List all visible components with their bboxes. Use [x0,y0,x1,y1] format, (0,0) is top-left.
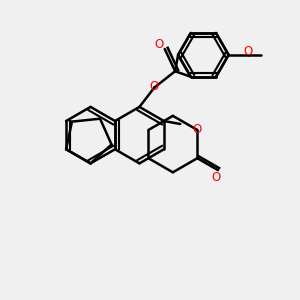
Text: O: O [243,45,253,58]
Text: O: O [150,80,159,93]
Text: O: O [212,171,221,184]
Text: O: O [154,38,164,51]
Text: O: O [193,124,202,136]
